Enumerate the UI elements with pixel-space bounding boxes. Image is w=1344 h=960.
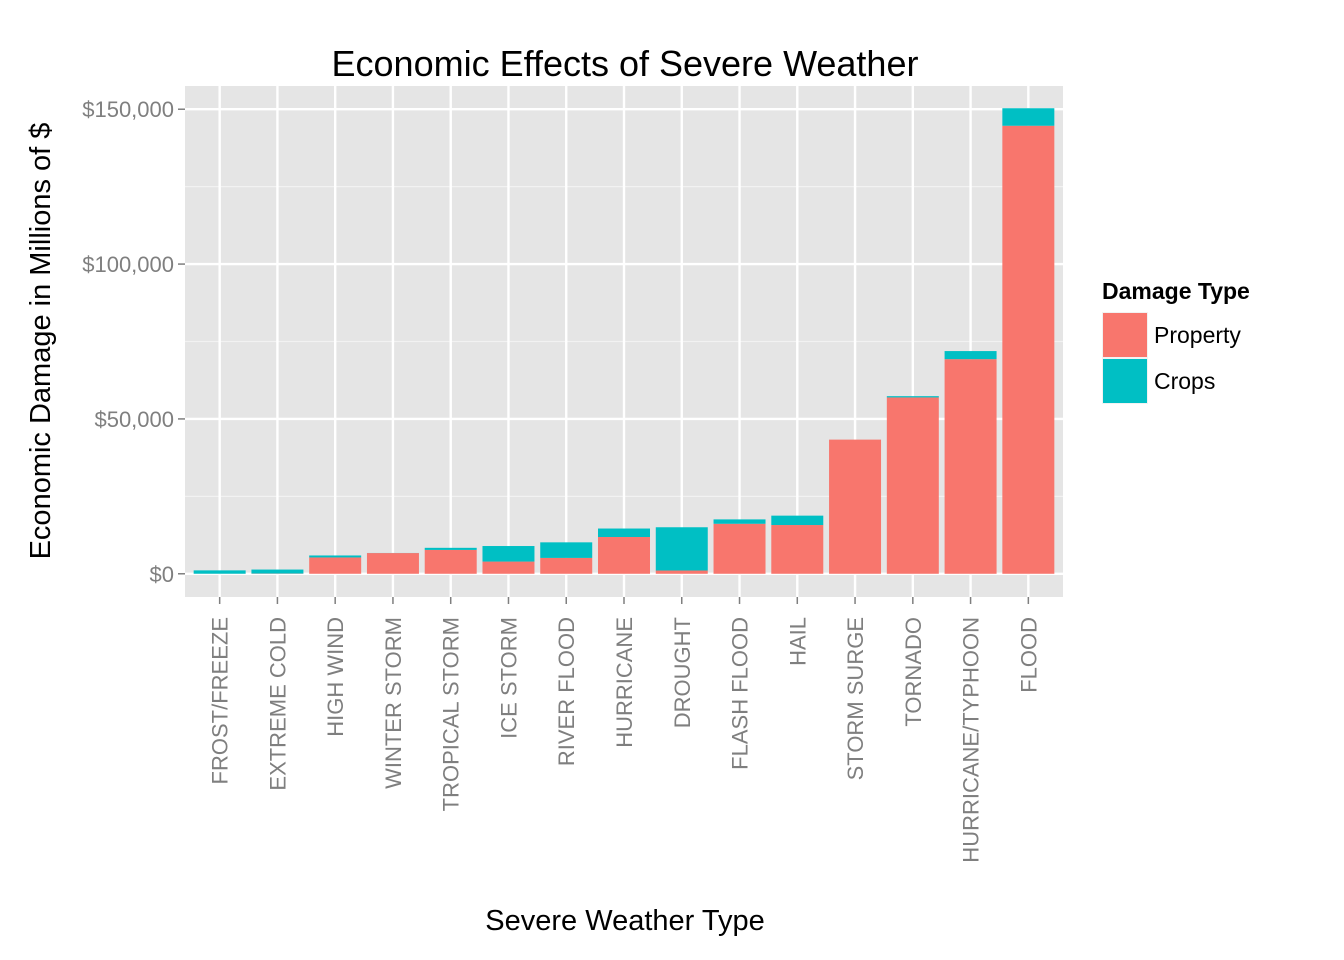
y-tick-label: $50,000: [94, 407, 174, 432]
bar-property: [886, 397, 939, 574]
legend-label: Property: [1154, 322, 1241, 348]
x-tick-label: TORNADO: [901, 617, 926, 727]
bar-crops: [944, 351, 997, 360]
bar-crops: [482, 546, 535, 562]
x-tick-label: FLOOD: [1016, 617, 1041, 693]
bar-property: [655, 570, 708, 574]
bar-crops: [193, 570, 246, 574]
x-tick-label: STORM SURGE: [843, 617, 868, 780]
y-tick-label: $150,000: [82, 97, 174, 122]
y-tick-label: $100,000: [82, 252, 174, 277]
x-tick-label: ICE STORM: [496, 617, 521, 739]
legend-key-swatch: [1103, 359, 1147, 403]
x-tick-label: EXTREME COLD: [265, 617, 290, 791]
bar-property: [309, 557, 362, 574]
bar-crops: [598, 528, 650, 538]
x-tick-label: WINTER STORM: [381, 617, 406, 789]
bar-property: [771, 525, 824, 574]
bars: [193, 108, 1055, 574]
x-tick-label: HURRICANE: [612, 617, 637, 748]
x-tick-label: HURRICANE/TYPHOON: [959, 617, 984, 863]
x-axis-label: Severe Weather Type: [485, 905, 764, 937]
legend-key-swatch: [1103, 313, 1147, 357]
legend-title: Damage Type: [1102, 278, 1250, 304]
legend-items: Property Crops: [1102, 312, 1241, 404]
y-tick-label: $0: [150, 562, 174, 587]
x-axis: FROST/FREEZE EXTREME COLD HIGH WIND WINTER …: [208, 597, 1041, 863]
x-tick-label: RIVER FLOOD: [554, 617, 579, 766]
x-tick-label: FLASH FLOOD: [728, 617, 753, 770]
bar-crops: [251, 569, 304, 574]
x-tick-label: HIGH WIND: [323, 617, 348, 737]
y-axis: $0 $50,000 $100,000 $150,000: [82, 97, 185, 587]
bar-property: [540, 557, 593, 574]
bar-property: [482, 561, 535, 574]
legend-label: Crops: [1154, 368, 1215, 394]
bar-property: [598, 537, 650, 574]
bar-crops: [309, 555, 362, 558]
bar-crops: [1002, 108, 1055, 126]
bar-crops: [886, 396, 939, 398]
x-tick-label: DROUGHT: [670, 617, 695, 728]
x-tick-label: HAIL: [785, 617, 810, 666]
x-tick-label: TROPICAL STORM: [439, 617, 464, 811]
legend: Damage Type Property Crops: [1102, 278, 1250, 404]
bar-crops: [540, 542, 593, 558]
bar-property: [829, 439, 882, 574]
x-tick-label: FROST/FREEZE: [208, 617, 233, 784]
y-axis-label: Economic Damage in Millions of $: [25, 123, 57, 560]
bar-crops: [424, 547, 477, 550]
bar-property: [713, 523, 766, 574]
bar-crops: [771, 515, 824, 526]
bar-crops: [713, 519, 766, 524]
chart-title: Economic Effects of Severe Weather: [332, 43, 919, 84]
bar-property: [1002, 125, 1055, 574]
bar-property: [366, 553, 419, 574]
bar-crops: [655, 527, 708, 571]
bar-property: [944, 359, 997, 574]
bar-property: [424, 549, 477, 574]
